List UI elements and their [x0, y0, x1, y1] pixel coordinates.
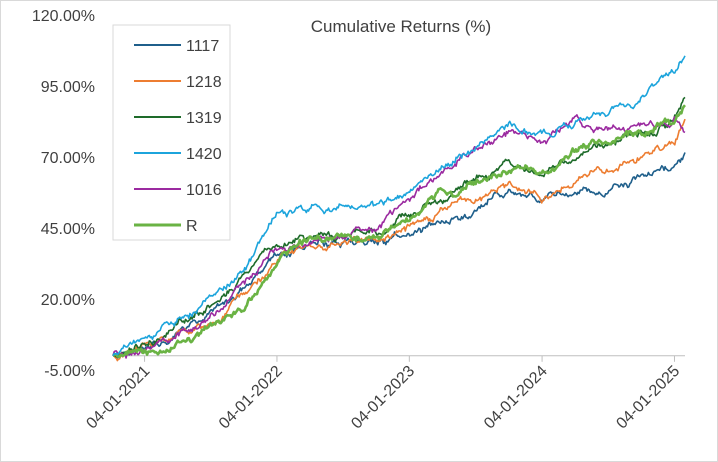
- series-line-1319: [113, 96, 686, 358]
- legend-label-1117: 1117: [186, 38, 219, 55]
- legend-label-r: R: [186, 218, 198, 235]
- y-tick-label: 20.00%: [41, 292, 95, 309]
- series-line-r: [112, 104, 686, 359]
- legend-label-1016: 1016: [186, 182, 222, 199]
- legend-label-1218: 1218: [186, 74, 222, 91]
- legend-label-1319: 1319: [186, 110, 222, 127]
- x-tick-label: 04-01-2022: [216, 363, 286, 433]
- x-tick-label: 04-01-2024: [481, 363, 551, 433]
- series-line-1117: [112, 152, 686, 359]
- x-tick-label: 04-01-2025: [613, 363, 683, 433]
- series-line-1218: [112, 118, 686, 362]
- series-line-1420: [112, 55, 686, 357]
- y-tick-label: 120.00%: [32, 8, 95, 25]
- y-tick-label: -5.00%: [44, 363, 95, 380]
- series-line-1016: [112, 114, 686, 359]
- y-tick-label: 45.00%: [41, 221, 95, 238]
- legend-box: [112, 24, 231, 241]
- y-tick-label: 70.00%: [41, 150, 95, 167]
- chart-title: Cumulative Returns (%): [311, 17, 491, 36]
- y-tick-label: 95.00%: [41, 79, 95, 96]
- x-tick-label: 04-01-2023: [348, 363, 418, 433]
- legend-label-1420: 1420: [186, 146, 222, 163]
